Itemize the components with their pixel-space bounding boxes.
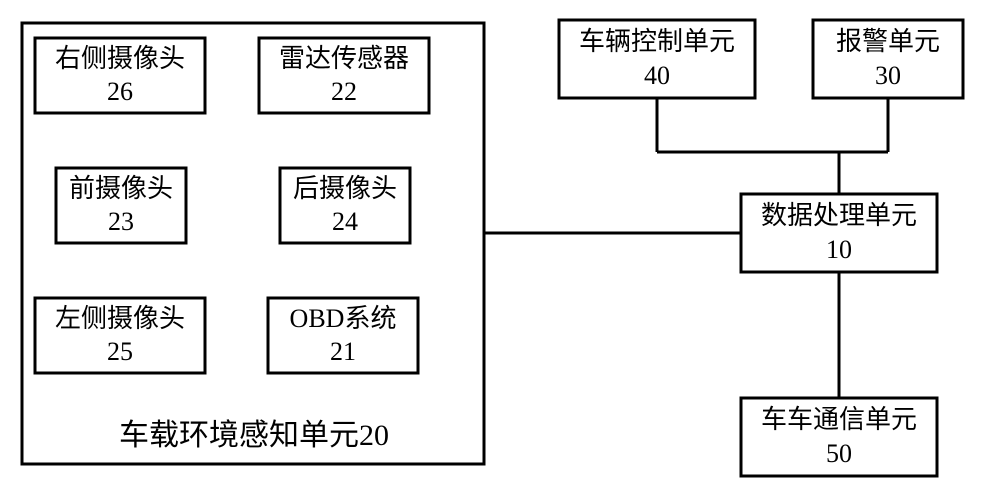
box-dpu: 数据处理单元 10 [741, 194, 937, 272]
box-rear-cam: 后摄像头 24 [280, 168, 410, 243]
alarm-line1: 报警单元 [836, 27, 940, 56]
rear-cam-line2: 24 [332, 207, 358, 236]
obd-line2: 21 [330, 337, 356, 366]
front-cam-line2: 23 [108, 207, 134, 236]
box-front-cam: 前摄像头 23 [56, 168, 186, 243]
perception-unit-label: 车载环境感知单元20 [119, 419, 389, 452]
box-alarm: 报警单元 30 [813, 20, 963, 98]
right-cam-line1: 右侧摄像头 [55, 44, 185, 73]
right-cam-line2: 26 [107, 77, 133, 106]
box-v2v: 车车通信单元 50 [741, 398, 937, 476]
dpu-line1: 数据处理单元 [761, 201, 917, 230]
v2v-line1: 车车通信单元 [761, 405, 917, 434]
left-cam-line1: 左侧摄像头 [55, 304, 185, 333]
dpu-line2: 10 [826, 235, 852, 264]
radar-line1: 雷达传感器 [279, 44, 409, 73]
box-obd: OBD系统 21 [268, 298, 418, 373]
vcu-line1: 车辆控制单元 [579, 27, 735, 56]
left-cam-line2: 25 [107, 337, 133, 366]
box-right-cam: 右侧摄像头 26 [35, 38, 205, 113]
v2v-line2: 50 [826, 439, 852, 468]
front-cam-line1: 前摄像头 [69, 174, 173, 203]
alarm-line2: 30 [875, 61, 901, 90]
radar-line2: 22 [331, 77, 357, 106]
rear-cam-line1: 后摄像头 [293, 174, 397, 203]
box-radar: 雷达传感器 22 [259, 38, 429, 113]
box-vcu: 车辆控制单元 40 [559, 20, 755, 98]
box-left-cam: 左侧摄像头 25 [35, 298, 205, 373]
vcu-line2: 40 [644, 61, 670, 90]
obd-line1: OBD系统 [290, 304, 397, 333]
